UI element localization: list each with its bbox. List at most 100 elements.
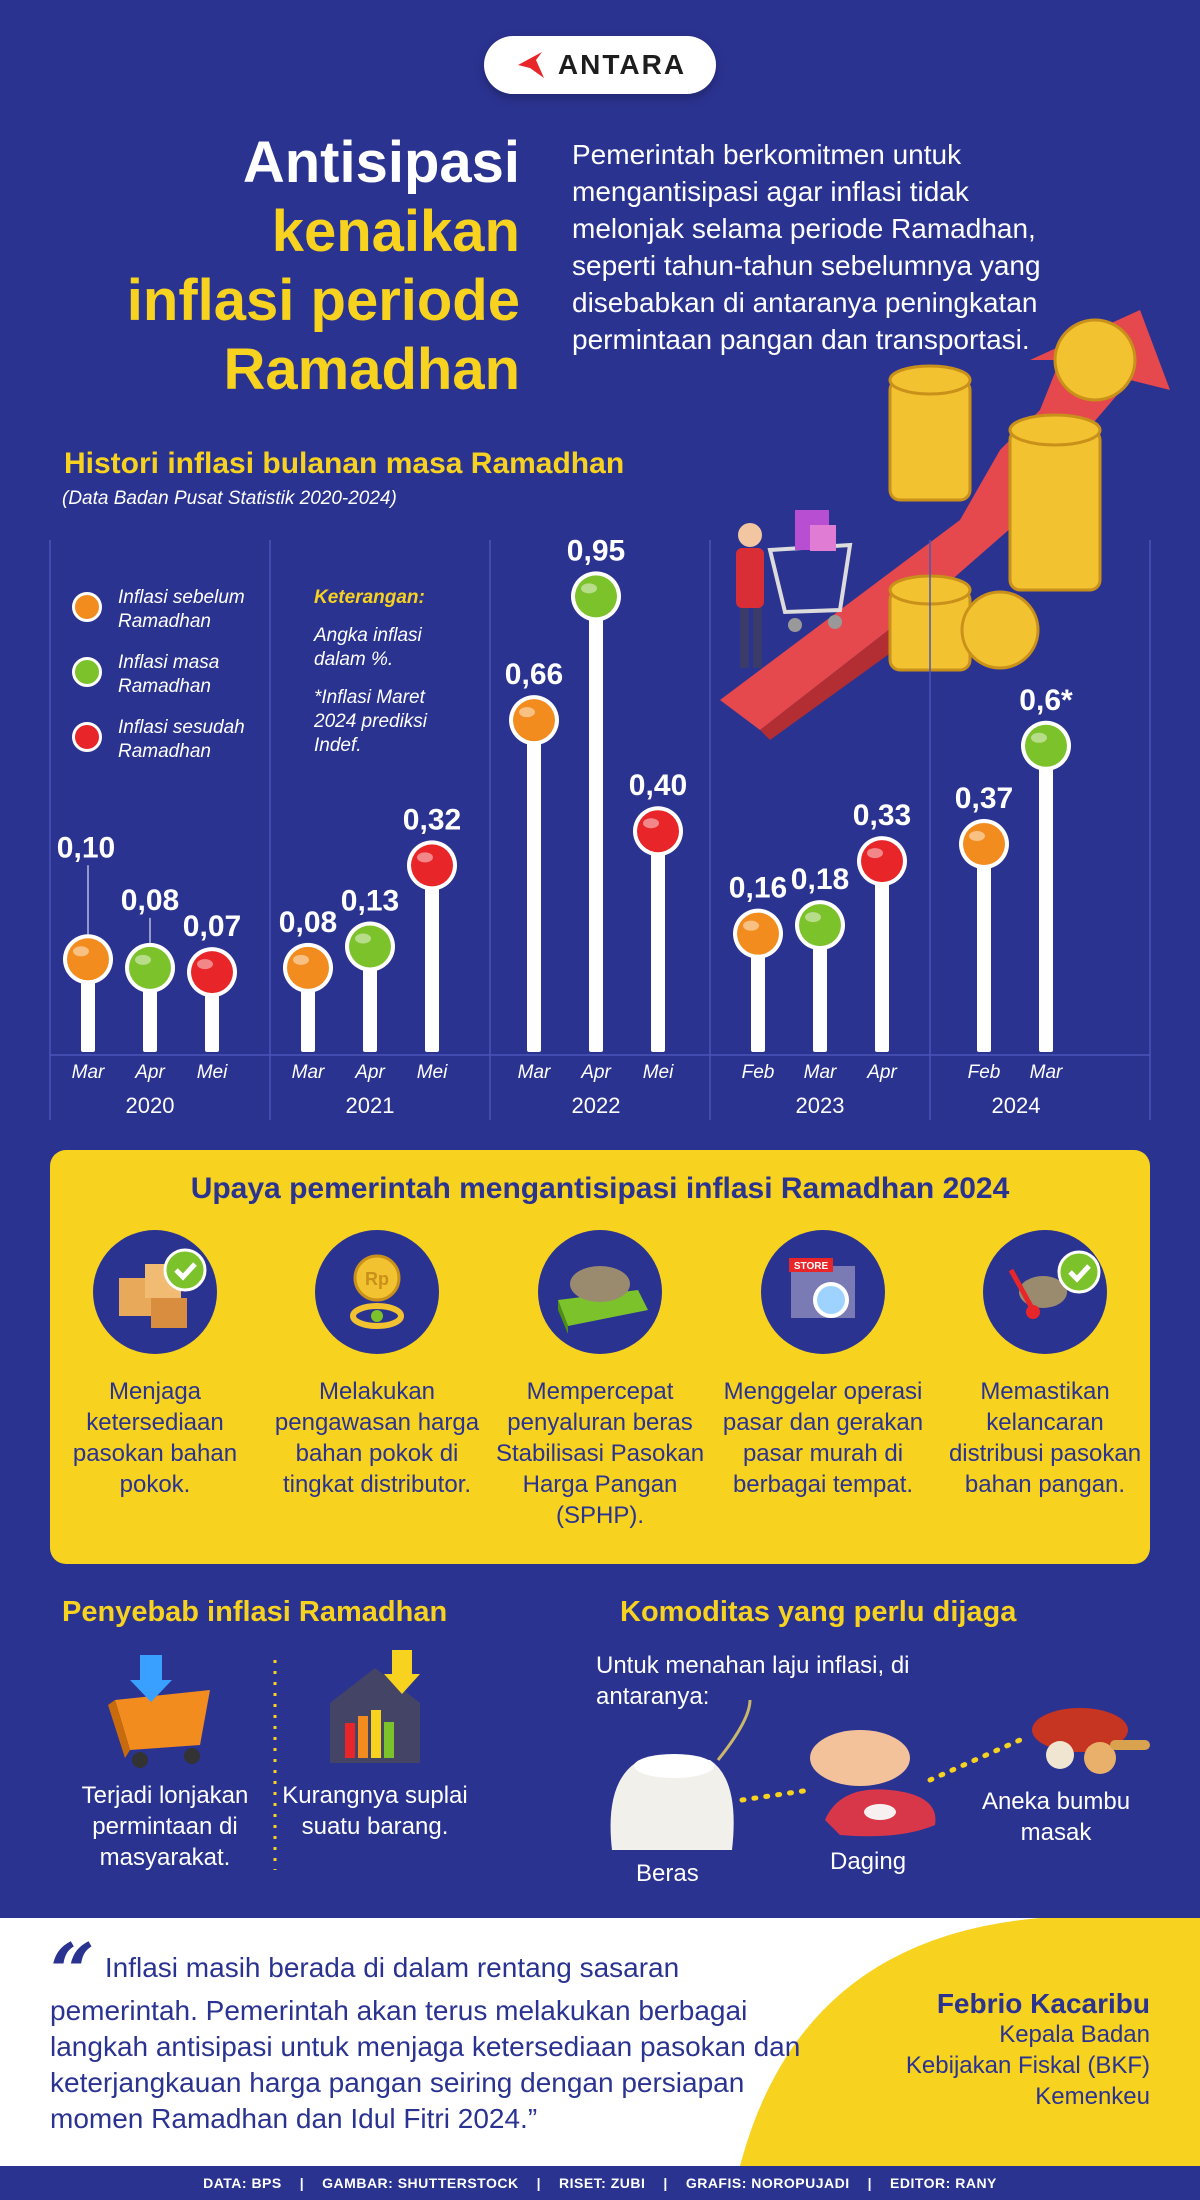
speaker-role-1: Kepala Badan bbox=[999, 2021, 1150, 2048]
chart-value-label: 0,08 bbox=[121, 884, 179, 917]
upaya-label: Menggelar operasi pasar dan gerakan pasa… bbox=[722, 1378, 924, 1498]
legend-item-after: Inflasi sesudah Ramadhan bbox=[72, 716, 272, 764]
chart-bar bbox=[977, 844, 991, 1052]
chart-tick-label: Mar bbox=[1030, 1062, 1063, 1083]
page-title: Antisipasi kenaikan inflasi periode Rama… bbox=[60, 128, 520, 404]
chart-tick-label: Apr bbox=[866, 1062, 897, 1083]
svg-text:Rp: Rp bbox=[365, 1269, 389, 1289]
title-line-3: inflasi periode bbox=[126, 268, 520, 333]
legend-label: Inflasi sesudah Ramadhan bbox=[118, 717, 245, 762]
title-line-2: kenaikan bbox=[271, 199, 520, 264]
chart-value-label: 0,37 bbox=[955, 782, 1013, 815]
credit-riset: RISET: ZUBI bbox=[559, 2175, 646, 2191]
komoditas-label-daging: Daging bbox=[830, 1848, 907, 1875]
chart-value-label: 0,95 bbox=[567, 534, 625, 567]
chart-value-label: 0,6* bbox=[1019, 684, 1073, 717]
shopper-cart-icon bbox=[736, 510, 853, 668]
chart-point bbox=[575, 575, 617, 618]
chart-point-highlight bbox=[743, 920, 759, 931]
logo-text: ANTARA bbox=[557, 49, 687, 80]
chart-bar bbox=[1039, 745, 1053, 1052]
chart-point bbox=[67, 938, 109, 981]
chart-tick-label: Mei bbox=[197, 1062, 228, 1083]
chart-point-highlight bbox=[581, 583, 597, 594]
chart-point bbox=[411, 844, 453, 887]
antara-logo-icon bbox=[517, 52, 544, 78]
quote-body: Inflasi masih berada di dalam rentang sa… bbox=[50, 1952, 801, 2134]
legend-label: Inflasi masa Ramadhan bbox=[118, 652, 220, 697]
chart-point bbox=[963, 823, 1005, 866]
chart-point bbox=[287, 946, 329, 989]
speaker-name: Febrio Kacaribu bbox=[936, 1988, 1150, 2019]
credit-grafis: GRAFIS: NOROPUJADI bbox=[685, 2175, 850, 2191]
quote-yellow-shape bbox=[740, 1918, 1200, 2166]
chart-tick-label: Feb bbox=[742, 1062, 775, 1083]
chart-point-highlight bbox=[1031, 732, 1047, 743]
credit-data: DATA: BPS bbox=[203, 2175, 282, 2191]
credit-separator: | bbox=[663, 2175, 668, 2191]
upaya-label: Mempercepat penyaluran beras Stabilisasi… bbox=[495, 1378, 705, 1529]
spices-icon bbox=[1032, 1708, 1150, 1774]
chart-value-label: 0,13 bbox=[341, 884, 399, 917]
chart-value-label: 0,18 bbox=[791, 863, 849, 896]
rice-sack-icon bbox=[610, 1700, 752, 1850]
chart-tick-label: Apr bbox=[580, 1062, 611, 1083]
notes-heading: Keterangan: bbox=[314, 587, 425, 608]
chart-legend: Inflasi sebelum Ramadhan Inflasi masa Ra… bbox=[72, 586, 272, 781]
history-title: Histori inflasi bulanan masa Ramadhan bbox=[64, 447, 625, 480]
legend-dot-red bbox=[72, 722, 102, 752]
chart-bar bbox=[875, 861, 889, 1052]
chart-point-highlight bbox=[135, 954, 151, 965]
penyebab-label: Kurangnya suplai suatu barang. bbox=[282, 1782, 468, 1840]
chart-tick-label: Feb bbox=[968, 1062, 1001, 1083]
distribution-check-icon bbox=[983, 1230, 1107, 1354]
credit-editor: EDITOR: RANY bbox=[890, 2175, 997, 2191]
chart-bar bbox=[751, 933, 765, 1052]
inflation-chart: 0,10 Mar 0,08 Apr 0,07 Mei 2020 0,08 Mar 0,13 Apr 0… bbox=[49, 534, 1151, 1120]
chart-point bbox=[349, 925, 391, 968]
title-line-1: Antisipasi bbox=[242, 130, 520, 195]
komoditas-subtitle: Untuk menahan laju inflasi, di antaranya… bbox=[596, 1652, 910, 1710]
notes-prediction: *Inflasi Maret 2024 prediksi Indef. bbox=[314, 687, 428, 756]
store-icon: STORE bbox=[761, 1230, 885, 1354]
chart-notes: Keterangan: Angka inflasi dalam %. *Infl… bbox=[314, 586, 464, 772]
notes-unit: Angka inflasi dalam %. bbox=[314, 625, 422, 670]
upaya-item: Menjaga ketersediaan pasokan bahan pokok… bbox=[50, 1230, 260, 1500]
chart-point-highlight bbox=[643, 818, 659, 829]
penyebab-title: Penyebab inflasi Ramadhan bbox=[62, 1596, 448, 1628]
legend-item-during: Inflasi masa Ramadhan bbox=[72, 651, 272, 699]
chart-point-highlight bbox=[417, 852, 433, 863]
upaya-item: Memastikan kelancaran distribusi pasokan… bbox=[940, 1230, 1150, 1500]
chart-value-label: 0,32 bbox=[403, 803, 461, 836]
komoditas-title: Komoditas yang perlu dijaga bbox=[620, 1596, 1017, 1628]
history-subtitle: (Data Badan Pusat Statistik 2020-2024) bbox=[62, 488, 397, 509]
chart-point bbox=[191, 951, 233, 994]
chart-tick-label: Mar bbox=[292, 1062, 325, 1083]
chart-tick-label: Mei bbox=[417, 1062, 448, 1083]
upaya-title: Upaya pemerintah mengantisipasi inflasi … bbox=[190, 1172, 1010, 1205]
boxes-check-icon bbox=[93, 1230, 217, 1354]
chart-value-label: 0,07 bbox=[183, 910, 241, 943]
inflation-illustration bbox=[720, 310, 1170, 740]
chart-point bbox=[513, 699, 555, 742]
legend-dot-orange bbox=[72, 592, 102, 622]
chart-bar bbox=[363, 946, 377, 1052]
chart-tick-label: Apr bbox=[134, 1062, 165, 1083]
chart-point-highlight bbox=[197, 959, 213, 970]
chart-point bbox=[637, 810, 679, 853]
komoditas-label-bumbu: Aneka bumbu masak bbox=[981, 1788, 1131, 1846]
chart-point-highlight bbox=[73, 946, 89, 957]
penyebab-divider bbox=[273, 1660, 277, 1870]
chart-bar bbox=[813, 925, 827, 1052]
upaya-label: Menjaga ketersediaan pasokan bahan pokok… bbox=[72, 1378, 238, 1498]
chart-value-label: 0,66 bbox=[505, 658, 563, 691]
speaker-role-2: Kebijakan Fiskal (BKF) bbox=[905, 2052, 1150, 2079]
chart-tick-label: Mei bbox=[643, 1062, 674, 1083]
intro-paragraph: Pemerintah berkomitmen untuk mengantisip… bbox=[572, 139, 1041, 355]
upaya-panel: Upaya pemerintah mengantisipasi inflasi … bbox=[50, 1150, 1150, 1564]
house-supply-icon bbox=[330, 1650, 420, 1763]
cart-demand-icon bbox=[108, 1655, 210, 1768]
chart-point-highlight bbox=[519, 707, 535, 718]
credit-separator: | bbox=[299, 2175, 305, 2191]
chart-year-label: 2023 bbox=[796, 1093, 845, 1118]
